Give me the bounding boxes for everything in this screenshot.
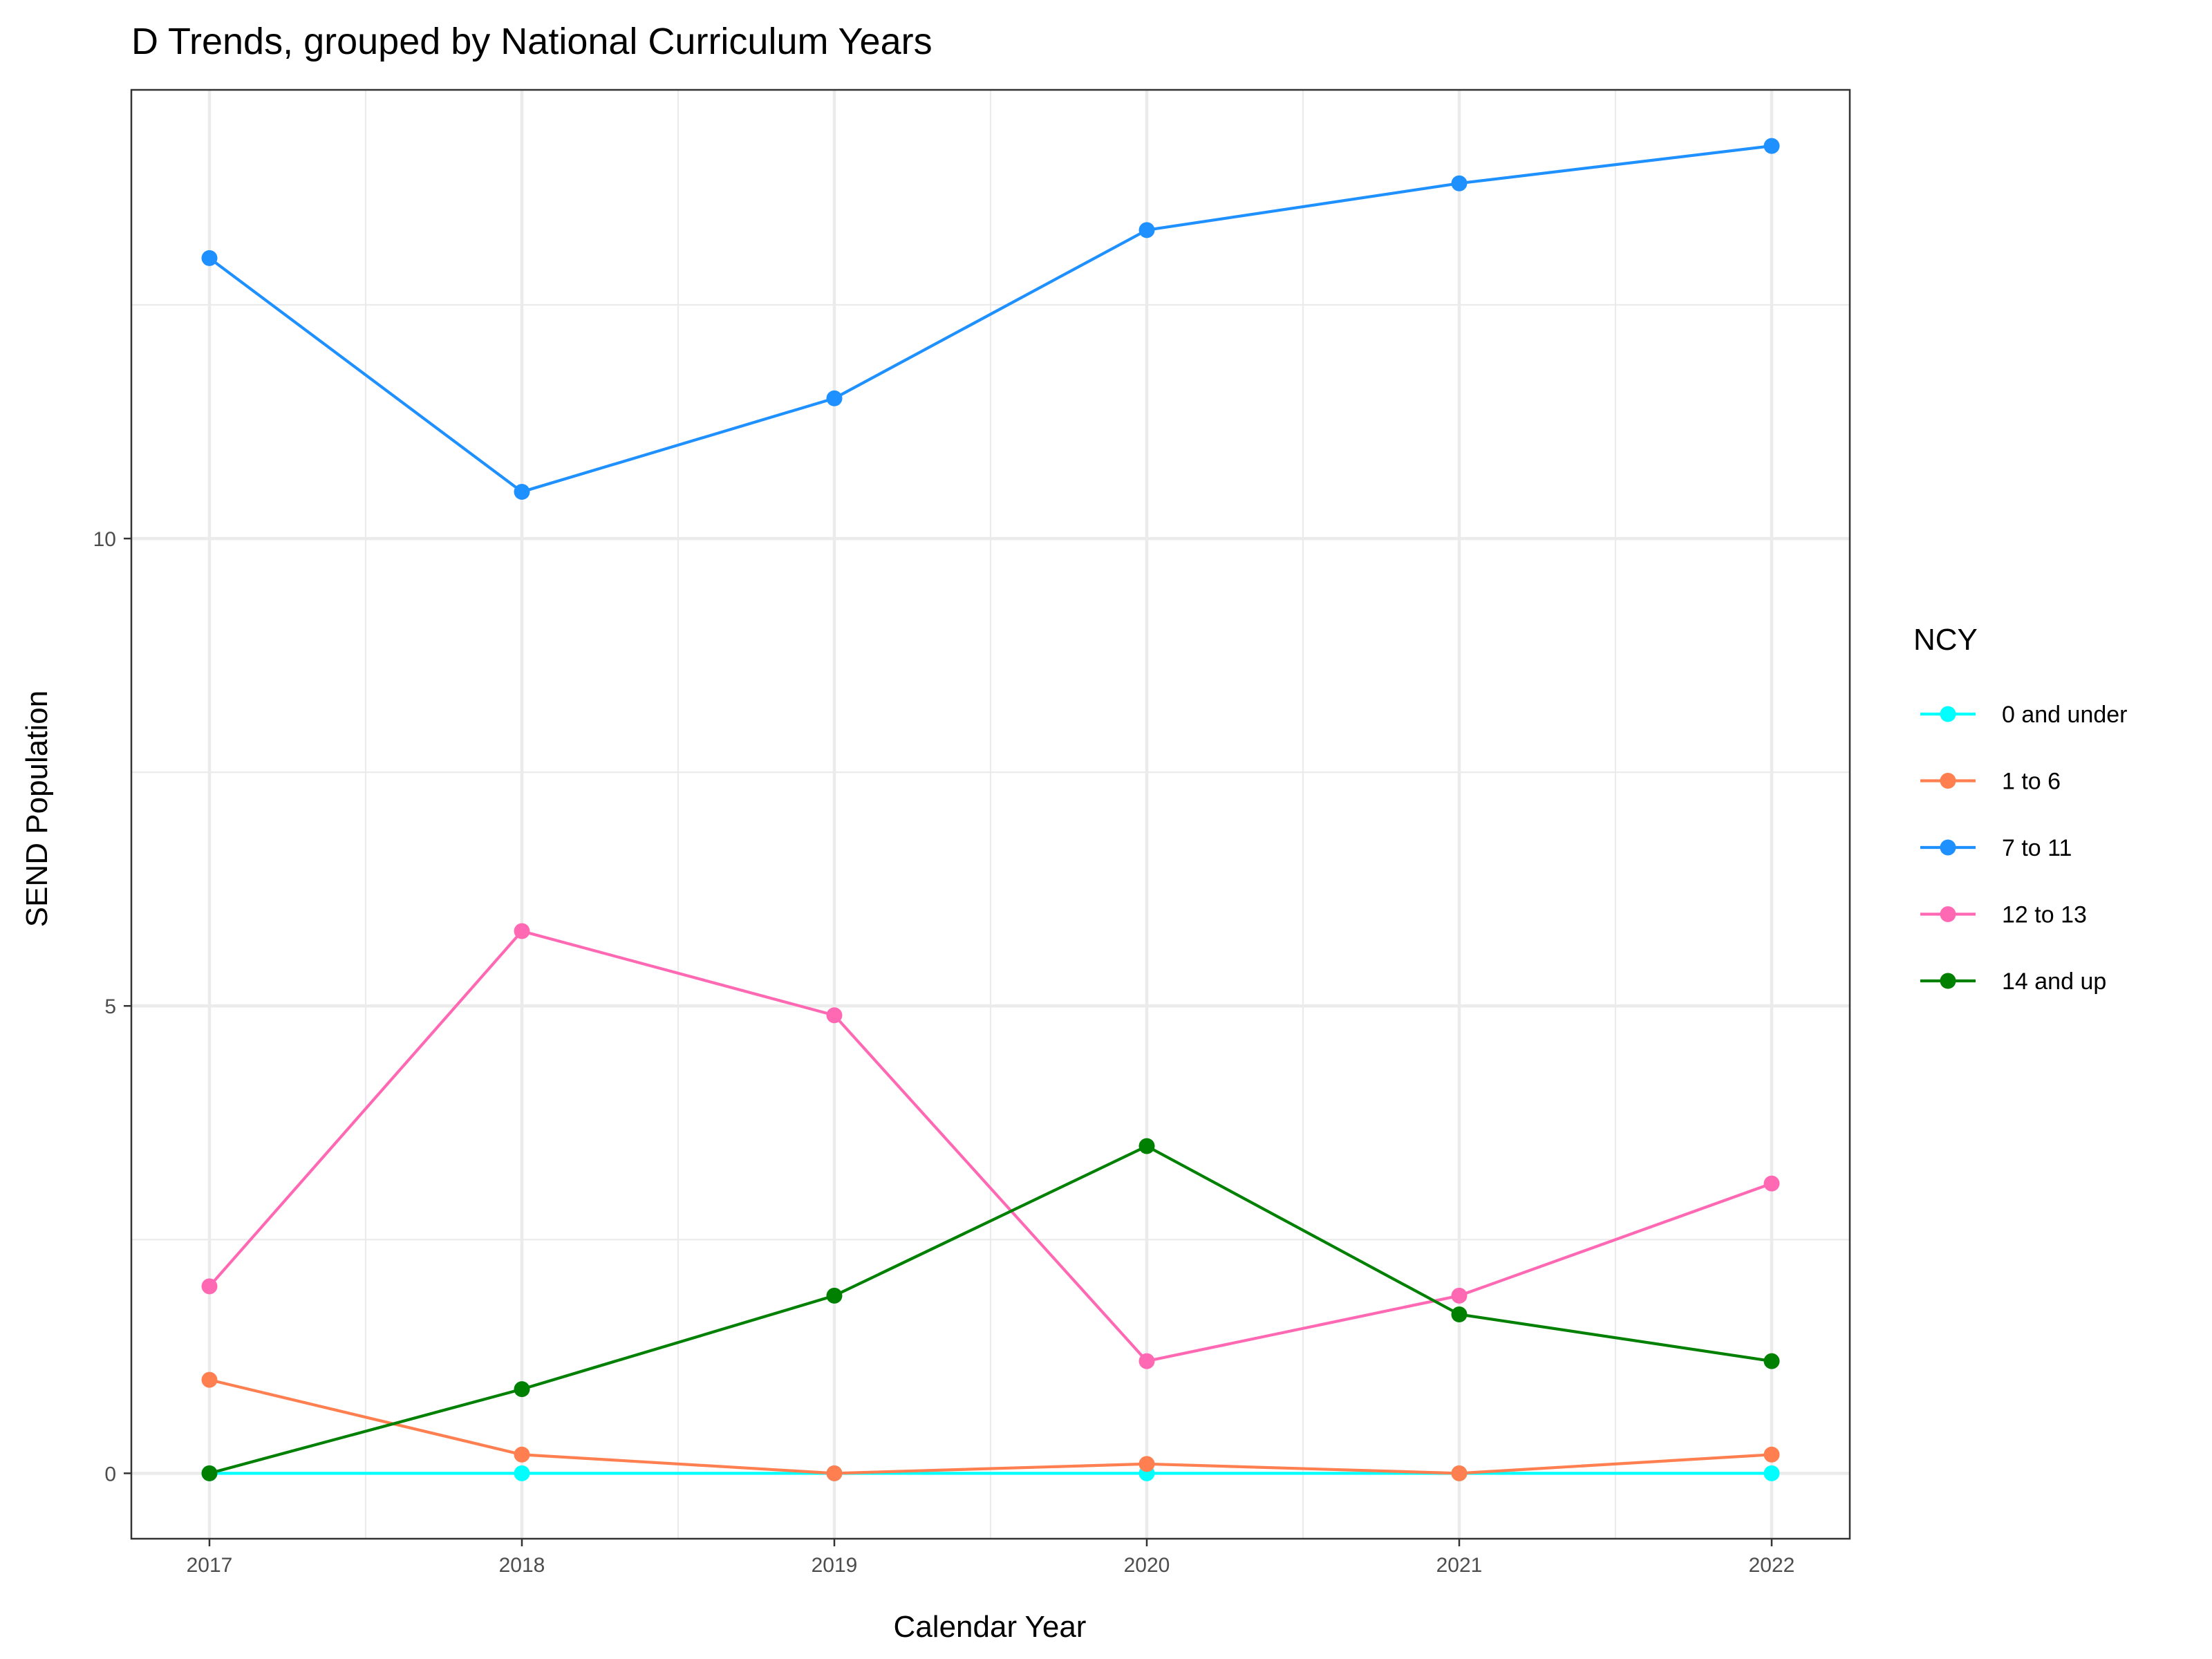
data-point-14-and-up <box>1451 1306 1468 1322</box>
legend-label: 14 and up <box>2002 968 2106 995</box>
data-point-7-to-11 <box>1451 175 1468 191</box>
data-point-1-to-6 <box>1763 1446 1780 1463</box>
data-point-12-to-13 <box>201 1278 218 1295</box>
data-point-12-to-13 <box>1138 1353 1155 1369</box>
legend-key-point <box>1940 773 1956 789</box>
data-point-14-and-up <box>1763 1353 1780 1369</box>
data-point-7-to-11 <box>514 483 530 500</box>
data-point-0-and-under <box>1763 1465 1780 1481</box>
y-tick-label: 5 <box>104 995 116 1018</box>
legend-key-point <box>1940 973 1956 989</box>
data-point-7-to-11 <box>1138 222 1155 238</box>
data-point-7-to-11 <box>1763 138 1780 154</box>
series-line-1-to-6 <box>209 1378 1772 1475</box>
data-point-12-to-13 <box>1763 1175 1780 1192</box>
data-point-1-to-6 <box>201 1371 218 1388</box>
x-tick-label: 2020 <box>1124 1554 1170 1577</box>
series-points <box>201 138 1780 1481</box>
data-point-7-to-11 <box>201 250 218 266</box>
plot-area <box>130 88 1851 1540</box>
x-tick-label: 2022 <box>1749 1554 1795 1577</box>
data-point-7-to-11 <box>826 390 843 406</box>
legend-item-0-and-under: 0 and under <box>1920 702 2128 728</box>
data-point-1-to-6 <box>1451 1465 1468 1481</box>
legend-label: 0 and under <box>2002 702 2128 728</box>
data-point-1-to-6 <box>514 1446 530 1463</box>
chart-title: D Trends, grouped by National Curriculum… <box>131 21 932 62</box>
legend-items: 0 and under 1 to 6 7 to 11 12 to 13 14 and u… <box>1920 702 2128 995</box>
series-line-14-and-up <box>209 1144 1772 1475</box>
legend-label: 1 to 6 <box>2002 769 2061 795</box>
y-axis-title: SEND Population <box>20 691 54 927</box>
series-line-12-to-13 <box>208 929 1772 1363</box>
grid-minor <box>131 90 1850 1539</box>
legend-title: NCY <box>1913 623 1978 657</box>
data-point-12-to-13 <box>514 923 530 939</box>
legend-item-7-to-11: 7 to 11 <box>1920 835 2072 861</box>
plot-panel-border <box>130 88 1851 1540</box>
data-point-1-to-6 <box>826 1465 843 1481</box>
data-point-14-and-up <box>201 1465 218 1481</box>
data-point-12-to-13 <box>826 1007 843 1024</box>
legend: NCY 0 and under 1 to 6 7 to 11 12 to 13 14 a… <box>1913 623 2128 995</box>
x-axis-title: Calendar Year <box>894 1610 1087 1644</box>
legend-key-point <box>1940 839 1956 856</box>
x-axis: 2017 2018 2019 2020 2021 2022 <box>187 1539 1795 1577</box>
legend-label: 12 to 13 <box>2002 902 2087 928</box>
legend-key-point <box>1940 906 1956 922</box>
data-point-12-to-13 <box>1451 1287 1468 1304</box>
data-point-0-and-under <box>514 1465 530 1481</box>
data-point-1-to-6 <box>1138 1456 1155 1472</box>
x-tick-label: 2017 <box>187 1554 233 1577</box>
data-point-14-and-up <box>826 1287 843 1304</box>
data-point-14-and-up <box>514 1381 530 1398</box>
y-tick-label: 10 <box>93 528 116 551</box>
legend-item-12-to-13: 12 to 13 <box>1920 902 2087 928</box>
x-tick-label: 2021 <box>1436 1554 1483 1577</box>
series-lines <box>208 144 1772 1475</box>
x-tick-label: 2018 <box>499 1554 545 1577</box>
y-axis: 0 5 10 <box>93 528 131 1485</box>
x-tick-label: 2019 <box>812 1554 858 1577</box>
legend-item-14-and-up: 14 and up <box>1920 968 2106 995</box>
series-line-7-to-11 <box>208 144 1772 494</box>
legend-label: 7 to 11 <box>2002 835 2072 861</box>
legend-key-point <box>1940 706 1956 722</box>
y-tick-label: 0 <box>104 1463 116 1485</box>
legend-item-1-to-6: 1 to 6 <box>1920 769 2061 795</box>
data-point-14-and-up <box>1138 1138 1155 1154</box>
